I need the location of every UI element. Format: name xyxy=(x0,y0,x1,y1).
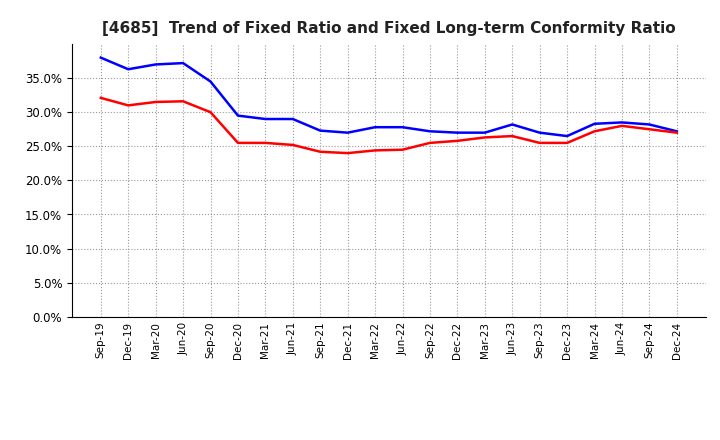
Title: [4685]  Trend of Fixed Ratio and Fixed Long-term Conformity Ratio: [4685] Trend of Fixed Ratio and Fixed Lo… xyxy=(102,21,675,36)
Fixed Long-term Conformity Ratio xyxy=(96,95,105,100)
Line: Fixed Ratio: Fixed Ratio xyxy=(101,58,677,136)
Fixed Ratio xyxy=(672,128,681,134)
Fixed Long-term Conformity Ratio xyxy=(426,140,434,146)
Fixed Ratio xyxy=(151,62,160,67)
Fixed Long-term Conformity Ratio xyxy=(371,148,379,153)
Fixed Long-term Conformity Ratio xyxy=(316,149,325,154)
Fixed Long-term Conformity Ratio xyxy=(536,140,544,146)
Fixed Long-term Conformity Ratio xyxy=(672,130,681,136)
Fixed Long-term Conformity Ratio xyxy=(343,150,352,156)
Fixed Long-term Conformity Ratio xyxy=(179,99,187,104)
Fixed Ratio xyxy=(590,121,599,126)
Fixed Ratio xyxy=(289,116,297,121)
Fixed Ratio xyxy=(371,125,379,130)
Fixed Ratio xyxy=(618,120,626,125)
Fixed Ratio xyxy=(536,130,544,136)
Fixed Long-term Conformity Ratio xyxy=(124,103,132,108)
Fixed Ratio xyxy=(343,130,352,136)
Fixed Ratio xyxy=(480,130,489,136)
Fixed Long-term Conformity Ratio xyxy=(645,127,654,132)
Fixed Ratio xyxy=(96,55,105,60)
Fixed Ratio xyxy=(426,128,434,134)
Fixed Long-term Conformity Ratio xyxy=(261,140,270,146)
Fixed Ratio xyxy=(233,113,242,118)
Fixed Ratio xyxy=(508,122,516,127)
Fixed Long-term Conformity Ratio xyxy=(480,135,489,140)
Fixed Ratio xyxy=(316,128,325,133)
Line: Fixed Long-term Conformity Ratio: Fixed Long-term Conformity Ratio xyxy=(101,98,677,153)
Fixed Ratio xyxy=(206,79,215,84)
Fixed Long-term Conformity Ratio xyxy=(289,142,297,147)
Fixed Ratio xyxy=(179,60,187,66)
Fixed Long-term Conformity Ratio xyxy=(453,138,462,143)
Fixed Long-term Conformity Ratio xyxy=(618,123,626,128)
Fixed Long-term Conformity Ratio xyxy=(206,110,215,115)
Fixed Long-term Conformity Ratio xyxy=(590,128,599,134)
Fixed Ratio xyxy=(645,122,654,127)
Fixed Long-term Conformity Ratio xyxy=(508,133,516,139)
Fixed Long-term Conformity Ratio xyxy=(563,140,572,146)
Fixed Ratio xyxy=(261,116,270,121)
Fixed Ratio xyxy=(398,125,407,130)
Fixed Ratio xyxy=(563,133,572,139)
Fixed Ratio xyxy=(453,130,462,136)
Fixed Ratio xyxy=(124,66,132,72)
Fixed Long-term Conformity Ratio xyxy=(151,99,160,105)
Fixed Long-term Conformity Ratio xyxy=(398,147,407,152)
Fixed Long-term Conformity Ratio xyxy=(233,140,242,146)
